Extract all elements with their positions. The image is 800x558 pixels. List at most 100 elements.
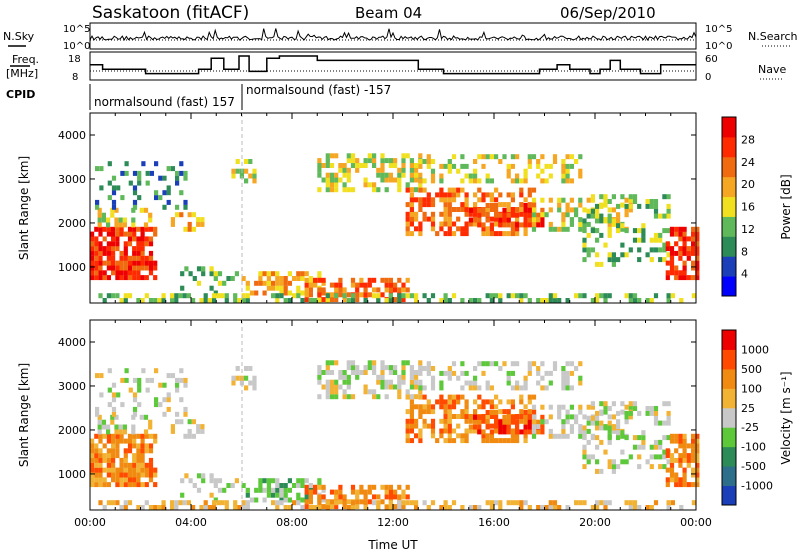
power-cell	[506, 168, 511, 174]
velocity-cell	[603, 401, 608, 407]
power-cell	[111, 204, 117, 210]
power-cell	[183, 199, 188, 205]
velocity-cell	[632, 500, 638, 506]
velocity-cell	[565, 409, 570, 415]
power-cell	[477, 298, 482, 303]
power-cell	[196, 266, 202, 272]
power-cell	[175, 180, 180, 186]
power-cell	[203, 293, 208, 299]
power-cell	[231, 173, 236, 179]
velocity-cell	[131, 424, 136, 430]
power-cell	[691, 231, 696, 237]
velocity-cell	[682, 477, 687, 483]
velocity-cell	[346, 379, 351, 385]
velocity-cell	[252, 380, 257, 386]
velocity-cell	[111, 467, 116, 473]
velocity-cell	[523, 404, 528, 410]
power-cell	[321, 287, 326, 293]
velocity-cell	[224, 505, 229, 510]
power-cell	[233, 298, 238, 303]
power-cell	[136, 255, 141, 261]
power-cell	[468, 173, 473, 179]
velocity-cell	[132, 377, 138, 383]
velocity-cell	[401, 379, 406, 385]
power-cell	[363, 298, 368, 303]
power-cell	[329, 153, 335, 159]
velocity-cell	[439, 370, 444, 376]
power-cell	[523, 222, 528, 228]
velocity-cell	[245, 500, 250, 506]
velocity-cell	[430, 385, 436, 391]
velocity-cell	[187, 419, 192, 425]
power-cell	[271, 293, 276, 299]
power-cell	[321, 163, 326, 168]
velocity-cell	[443, 505, 448, 510]
colorbar-tick-label: -25	[741, 421, 759, 434]
power-cell	[95, 204, 100, 210]
velocity-cell	[531, 394, 537, 400]
power-cell	[191, 226, 196, 232]
power-cell	[393, 163, 398, 168]
power-cell	[317, 287, 322, 293]
velocity-cell	[443, 500, 448, 506]
velocity-cell	[641, 430, 646, 436]
velocity-cell	[603, 404, 608, 410]
power-cell	[439, 298, 444, 303]
velocity-cell	[632, 505, 638, 510]
power-cell	[485, 178, 490, 184]
power-cell	[111, 246, 116, 252]
power-cell	[599, 203, 604, 209]
velocity-cell	[443, 409, 448, 415]
velocity-cell	[485, 424, 490, 430]
power-cell	[515, 154, 520, 160]
power-cell	[527, 207, 532, 213]
velocity-cell	[175, 382, 180, 388]
velocity-cell	[127, 500, 133, 506]
velocity-cell	[552, 505, 558, 510]
velocity-cell	[645, 406, 650, 411]
velocity-cell	[153, 505, 158, 510]
power-cell	[523, 203, 528, 208]
power-cell	[174, 293, 179, 299]
power-cell	[616, 212, 621, 218]
velocity-cell	[405, 423, 410, 429]
power-cell	[590, 298, 595, 303]
power-cell	[523, 197, 528, 203]
velocity-cell	[430, 500, 436, 506]
power-cell	[430, 226, 436, 232]
power-cell	[603, 202, 608, 208]
power-cell	[473, 159, 478, 164]
velocity-cell	[308, 499, 313, 505]
velocity-cell	[94, 433, 99, 439]
power-cell	[401, 172, 406, 178]
power-cell	[409, 216, 414, 222]
velocity-cell	[287, 497, 292, 503]
velocity-cell	[283, 505, 288, 510]
velocity-cell	[502, 438, 507, 444]
velocity-cell	[262, 487, 267, 493]
power-cell	[686, 246, 691, 252]
velocity-cell	[540, 385, 545, 391]
power-cell	[666, 252, 671, 258]
velocity-cell	[414, 384, 419, 390]
power-cell	[489, 154, 494, 160]
velocity-cell	[154, 397, 159, 403]
velocity-cell	[481, 361, 486, 367]
colorbar-tick-label: 16	[741, 201, 755, 214]
power-cell	[510, 293, 515, 299]
power-cell	[148, 255, 154, 261]
velocity-cell	[304, 492, 309, 498]
power-cell	[678, 270, 683, 276]
velocity-cell	[565, 385, 570, 391]
colorbar-swatch	[722, 276, 736, 297]
power-cell	[632, 228, 638, 234]
power-cell	[213, 276, 218, 281]
power-cell	[143, 222, 149, 228]
power-cell	[372, 158, 377, 164]
power-cell	[678, 231, 683, 237]
power-cell	[439, 226, 444, 232]
power-cell	[99, 185, 104, 191]
velocity-cell	[531, 414, 537, 420]
nsearch-label: N.Search	[748, 30, 798, 43]
